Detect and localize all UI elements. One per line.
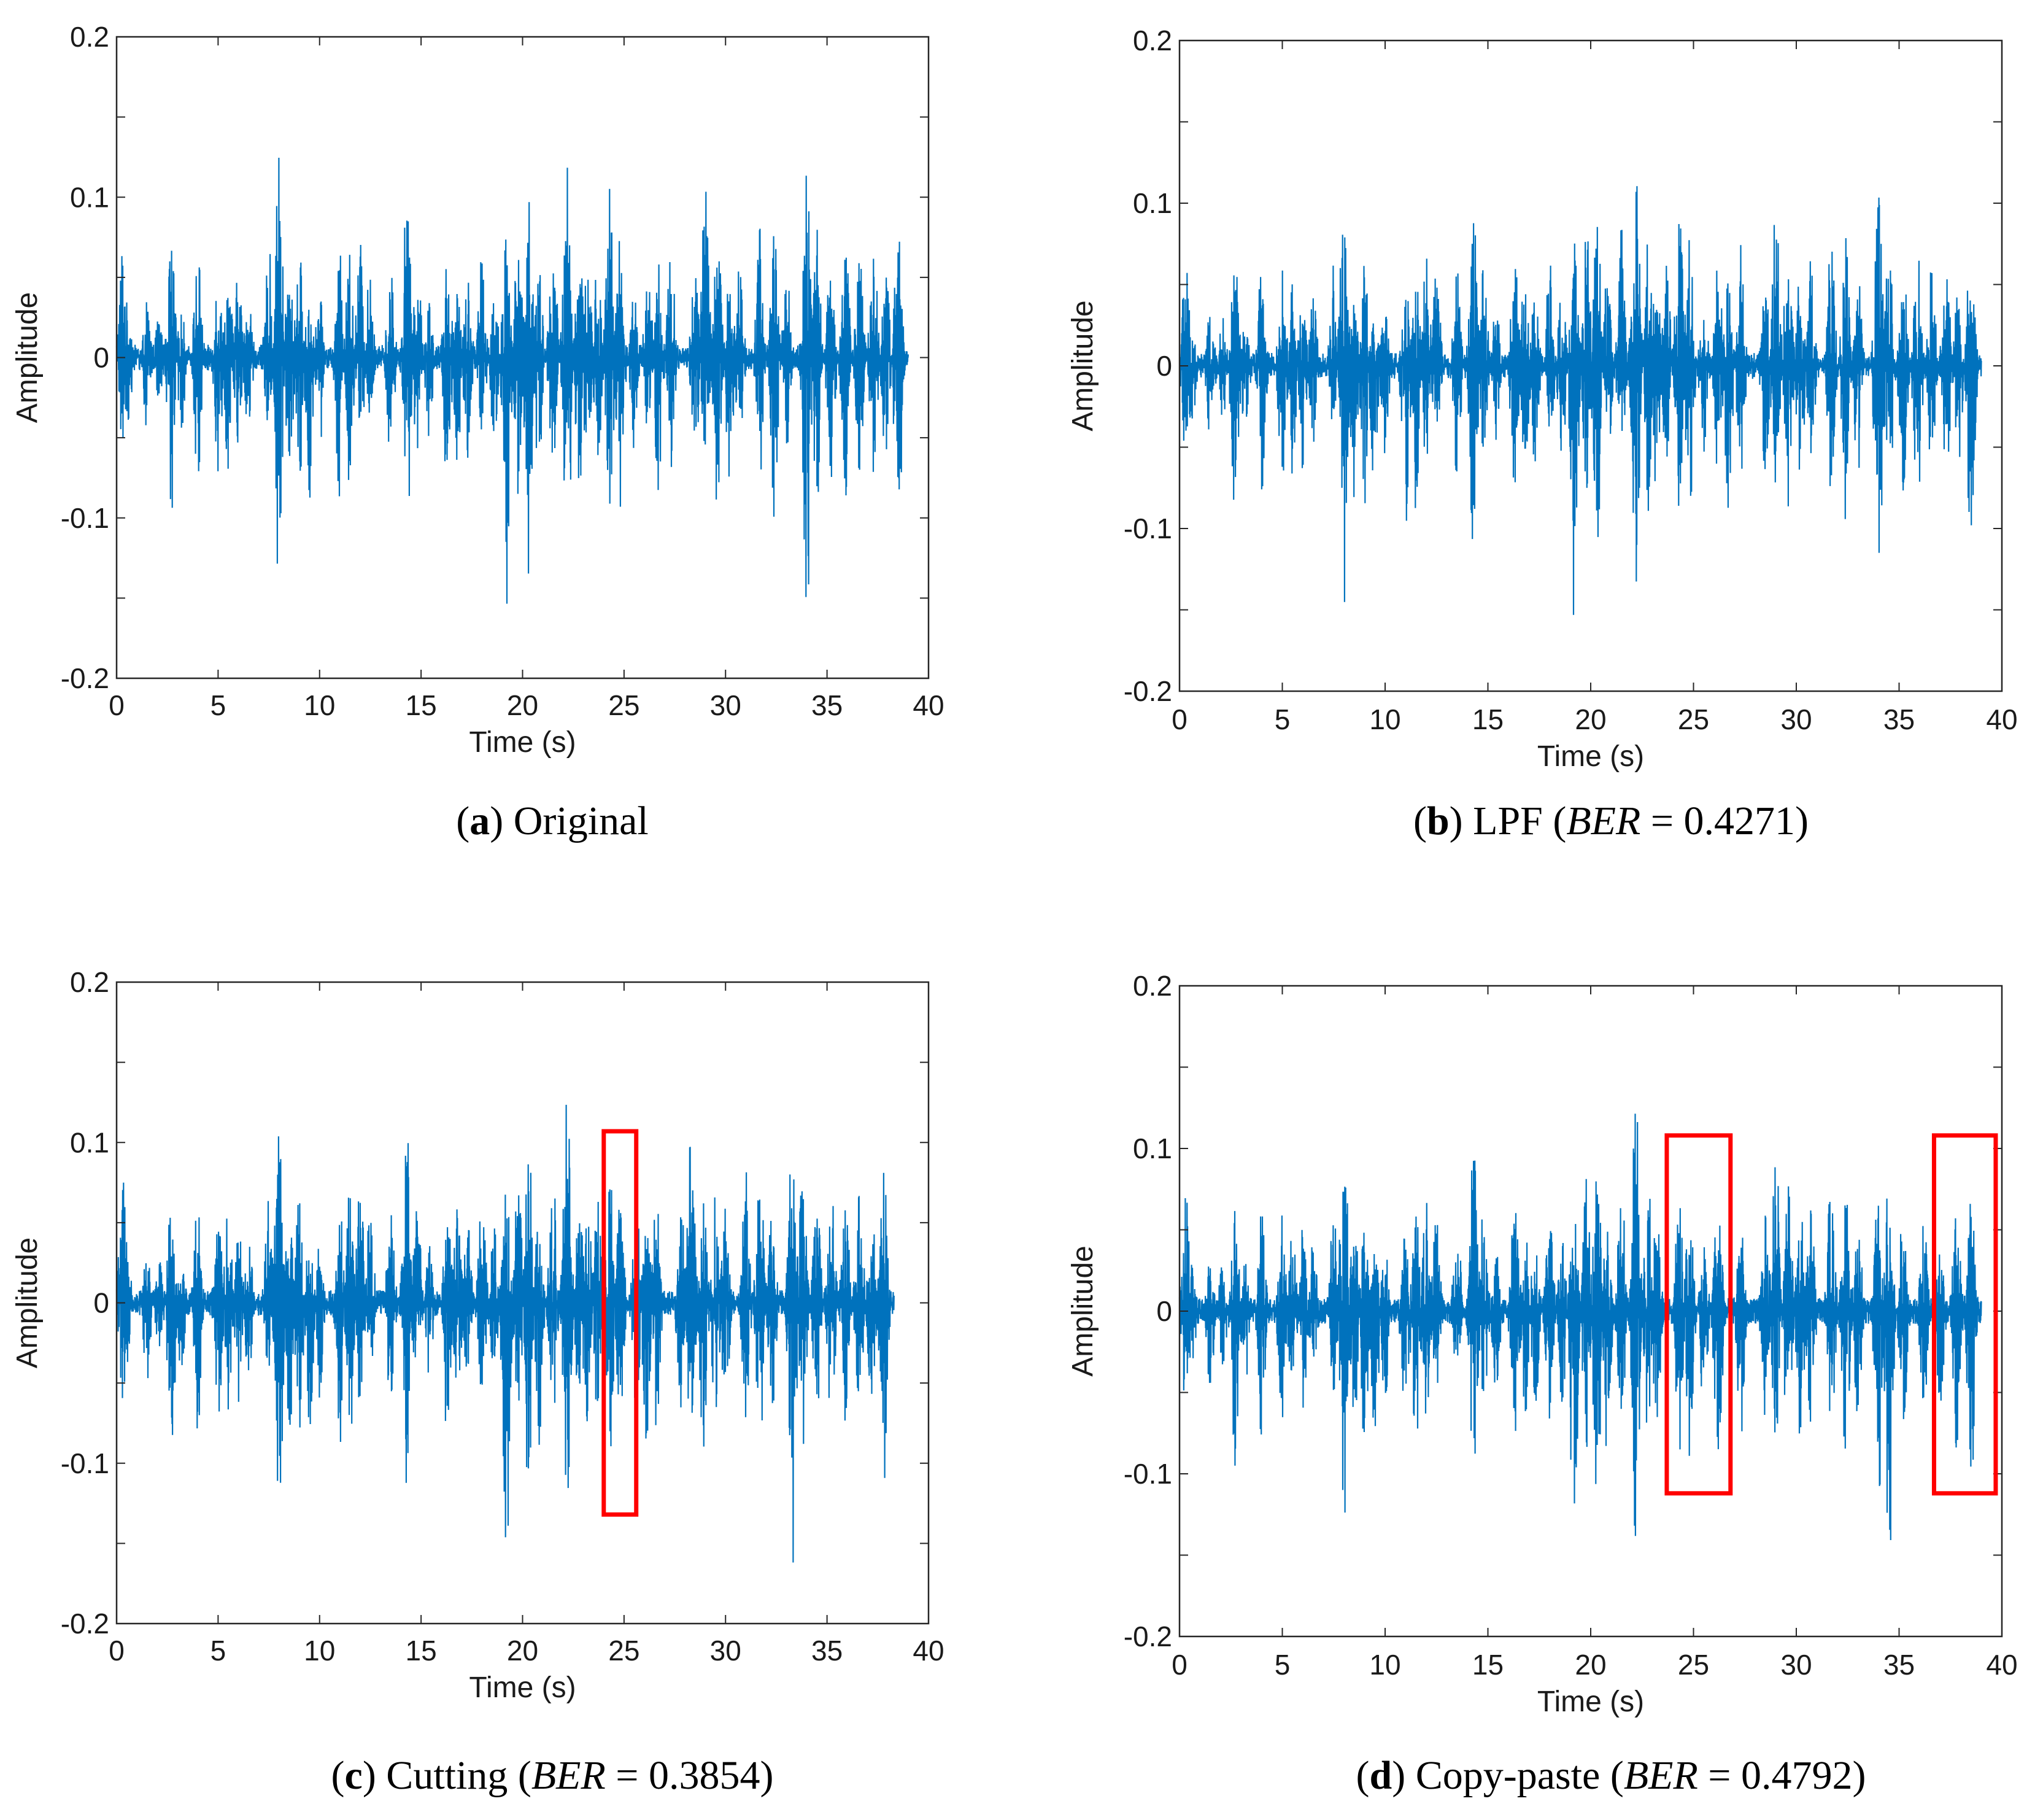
x-tick-label-c-5: 25	[608, 1635, 639, 1667]
x-tick-label-b-0: 0	[1172, 703, 1188, 735]
x-tick-label-b-7: 35	[1883, 703, 1915, 735]
caption-a-letter: a	[469, 799, 490, 843]
x-tick-label-b-3: 15	[1472, 703, 1504, 735]
y-tick-label-d-0: -0.2	[1124, 1621, 1172, 1652]
waveform-line-a	[115, 157, 909, 604]
y-tick-label-d-4: 0.2	[1133, 970, 1172, 1002]
x-tick-label-c-0: 0	[109, 1635, 125, 1667]
caption-d-ber-value: = 0.4792)	[1697, 1753, 1866, 1798]
caption-b: (b) LPF (BER = 0.4271)	[1413, 799, 1809, 843]
x-tick-label-c-8: 40	[913, 1635, 944, 1667]
x-tick-label-a-0: 0	[109, 689, 125, 721]
x-tick-label-b-4: 20	[1575, 703, 1606, 735]
caption-c-letter: c	[344, 1753, 363, 1798]
x-tick-label-a-3: 15	[406, 689, 437, 721]
y-tick-label-a-0: -0.2	[61, 662, 109, 694]
y-tick-label-a-3: 0.1	[70, 181, 109, 213]
caption-c-ber-label: BER	[531, 1753, 606, 1798]
y-axis-label-d: Amplitude	[1067, 1245, 1099, 1376]
y-axis-label-b: Amplitude	[1067, 300, 1099, 431]
chart-panel-c: 0 5 10 15 20 25 30 35 40 -0.2 -0.1 0 0.1 0.2 Time (s) A…	[11, 966, 944, 1704]
waveform-line-c	[115, 1104, 895, 1563]
highlight-box-d-0	[1664, 1133, 1733, 1496]
x-tick-label-a-6: 30	[710, 689, 741, 721]
caption-c-ber-value: = 0.3854)	[605, 1753, 774, 1798]
y-tick-label-c-4: 0.2	[70, 966, 109, 998]
y-tick-label-a-1: -0.1	[61, 502, 109, 534]
x-tick-label-d-7: 35	[1883, 1649, 1915, 1681]
x-tick-label-d-6: 30	[1780, 1649, 1812, 1681]
x-tick-label-c-2: 10	[304, 1635, 335, 1667]
x-tick-label-a-8: 40	[913, 689, 944, 721]
y-tick-label-b-2: 0	[1156, 350, 1172, 382]
chart-panel-a: 0 5 10 15 20 25 30 35 40 -0.2 -0.1 0 0.1 0.2 Time (s) A…	[11, 21, 944, 759]
x-tick-label-d-2: 10	[1369, 1649, 1400, 1681]
caption-c-text: Cutting (	[386, 1753, 531, 1798]
y-tick-label-b-1: -0.1	[1124, 513, 1172, 544]
y-tick-label-b-0: -0.2	[1124, 675, 1172, 707]
y-tick-label-c-2: 0	[93, 1287, 109, 1319]
x-axis-label-b: Time (s)	[1537, 740, 1644, 773]
caption-c: (c) Cutting (BER = 0.3854)	[331, 1753, 774, 1798]
y-tick-label-c-1: -0.1	[61, 1447, 109, 1479]
x-tick-label-b-8: 40	[1986, 703, 2017, 735]
y-axis-label-c: Amplitude	[11, 1237, 44, 1368]
caption-a: (a) Original	[456, 799, 649, 843]
caption-a-text: Original	[513, 799, 649, 843]
x-tick-label-a-5: 25	[608, 689, 639, 721]
y-tick-label-c-0: -0.2	[61, 1608, 109, 1640]
x-tick-label-b-1: 5	[1275, 703, 1291, 735]
y-tick-label-d-2: 0	[1156, 1295, 1172, 1327]
x-tick-label-d-4: 20	[1575, 1649, 1606, 1681]
x-tick-label-b-5: 25	[1678, 703, 1709, 735]
chart-panel-b: 0 5 10 15 20 25 30 35 40 -0.2 -0.1 0 0.1 0.2 Time (s) A…	[1067, 25, 2018, 773]
highlight-box-d-1	[1931, 1133, 1998, 1496]
waveform-line-d	[1178, 1113, 1982, 1541]
x-tick-label-d-0: 0	[1172, 1649, 1188, 1681]
x-tick-label-d-3: 15	[1472, 1649, 1504, 1681]
y-axis-label-a: Amplitude	[11, 292, 44, 423]
y-tick-label-b-4: 0.2	[1133, 25, 1172, 56]
x-tick-label-c-3: 15	[406, 1635, 437, 1667]
x-tick-label-d-5: 25	[1678, 1649, 1709, 1681]
x-tick-label-c-6: 30	[710, 1635, 741, 1667]
x-tick-label-c-7: 35	[811, 1635, 843, 1667]
caption-b-ber-label: BER	[1566, 799, 1641, 843]
y-tick-label-d-3: 0.1	[1133, 1133, 1172, 1164]
x-tick-label-d-8: 40	[1986, 1649, 2017, 1681]
x-tick-label-a-4: 20	[507, 689, 538, 721]
x-axis-label-a: Time (s)	[469, 726, 576, 759]
caption-b-text: LPF (	[1473, 799, 1567, 843]
caption-b-letter: b	[1426, 799, 1450, 843]
y-tick-label-a-2: 0	[93, 342, 109, 374]
y-tick-label-b-3: 0.1	[1133, 187, 1172, 219]
x-tick-label-c-4: 20	[507, 1635, 538, 1667]
x-axis-label-c: Time (s)	[469, 1671, 576, 1704]
caption-d-ber-label: BER	[1623, 1753, 1698, 1798]
x-tick-label-b-6: 30	[1780, 703, 1812, 735]
x-tick-label-a-2: 10	[304, 689, 335, 721]
y-tick-label-a-4: 0.2	[70, 21, 109, 53]
highlight-box-c-0	[601, 1129, 639, 1517]
caption-d: (d) Copy-paste (BER = 0.4792)	[1356, 1753, 1866, 1798]
y-tick-label-d-1: -0.1	[1124, 1458, 1172, 1490]
y-tick-label-c-3: 0.1	[70, 1126, 109, 1158]
caption-d-letter: d	[1369, 1753, 1392, 1798]
chart-panel-d: 0 5 10 15 20 25 30 35 40 -0.2 -0.1 0 0.1 0.2 Time (s) A…	[1067, 970, 2018, 1718]
caption-b-ber-value: = 0.4271)	[1640, 799, 1809, 843]
x-tick-label-b-2: 10	[1369, 703, 1400, 735]
waveform-line-b	[1178, 186, 1982, 615]
x-tick-label-d-1: 5	[1275, 1649, 1291, 1681]
x-tick-label-c-1: 5	[210, 1635, 226, 1667]
x-tick-label-a-7: 35	[811, 689, 843, 721]
caption-d-text: Copy-paste (	[1415, 1753, 1624, 1798]
x-tick-label-a-1: 5	[210, 689, 226, 721]
x-axis-label-d: Time (s)	[1537, 1686, 1644, 1718]
